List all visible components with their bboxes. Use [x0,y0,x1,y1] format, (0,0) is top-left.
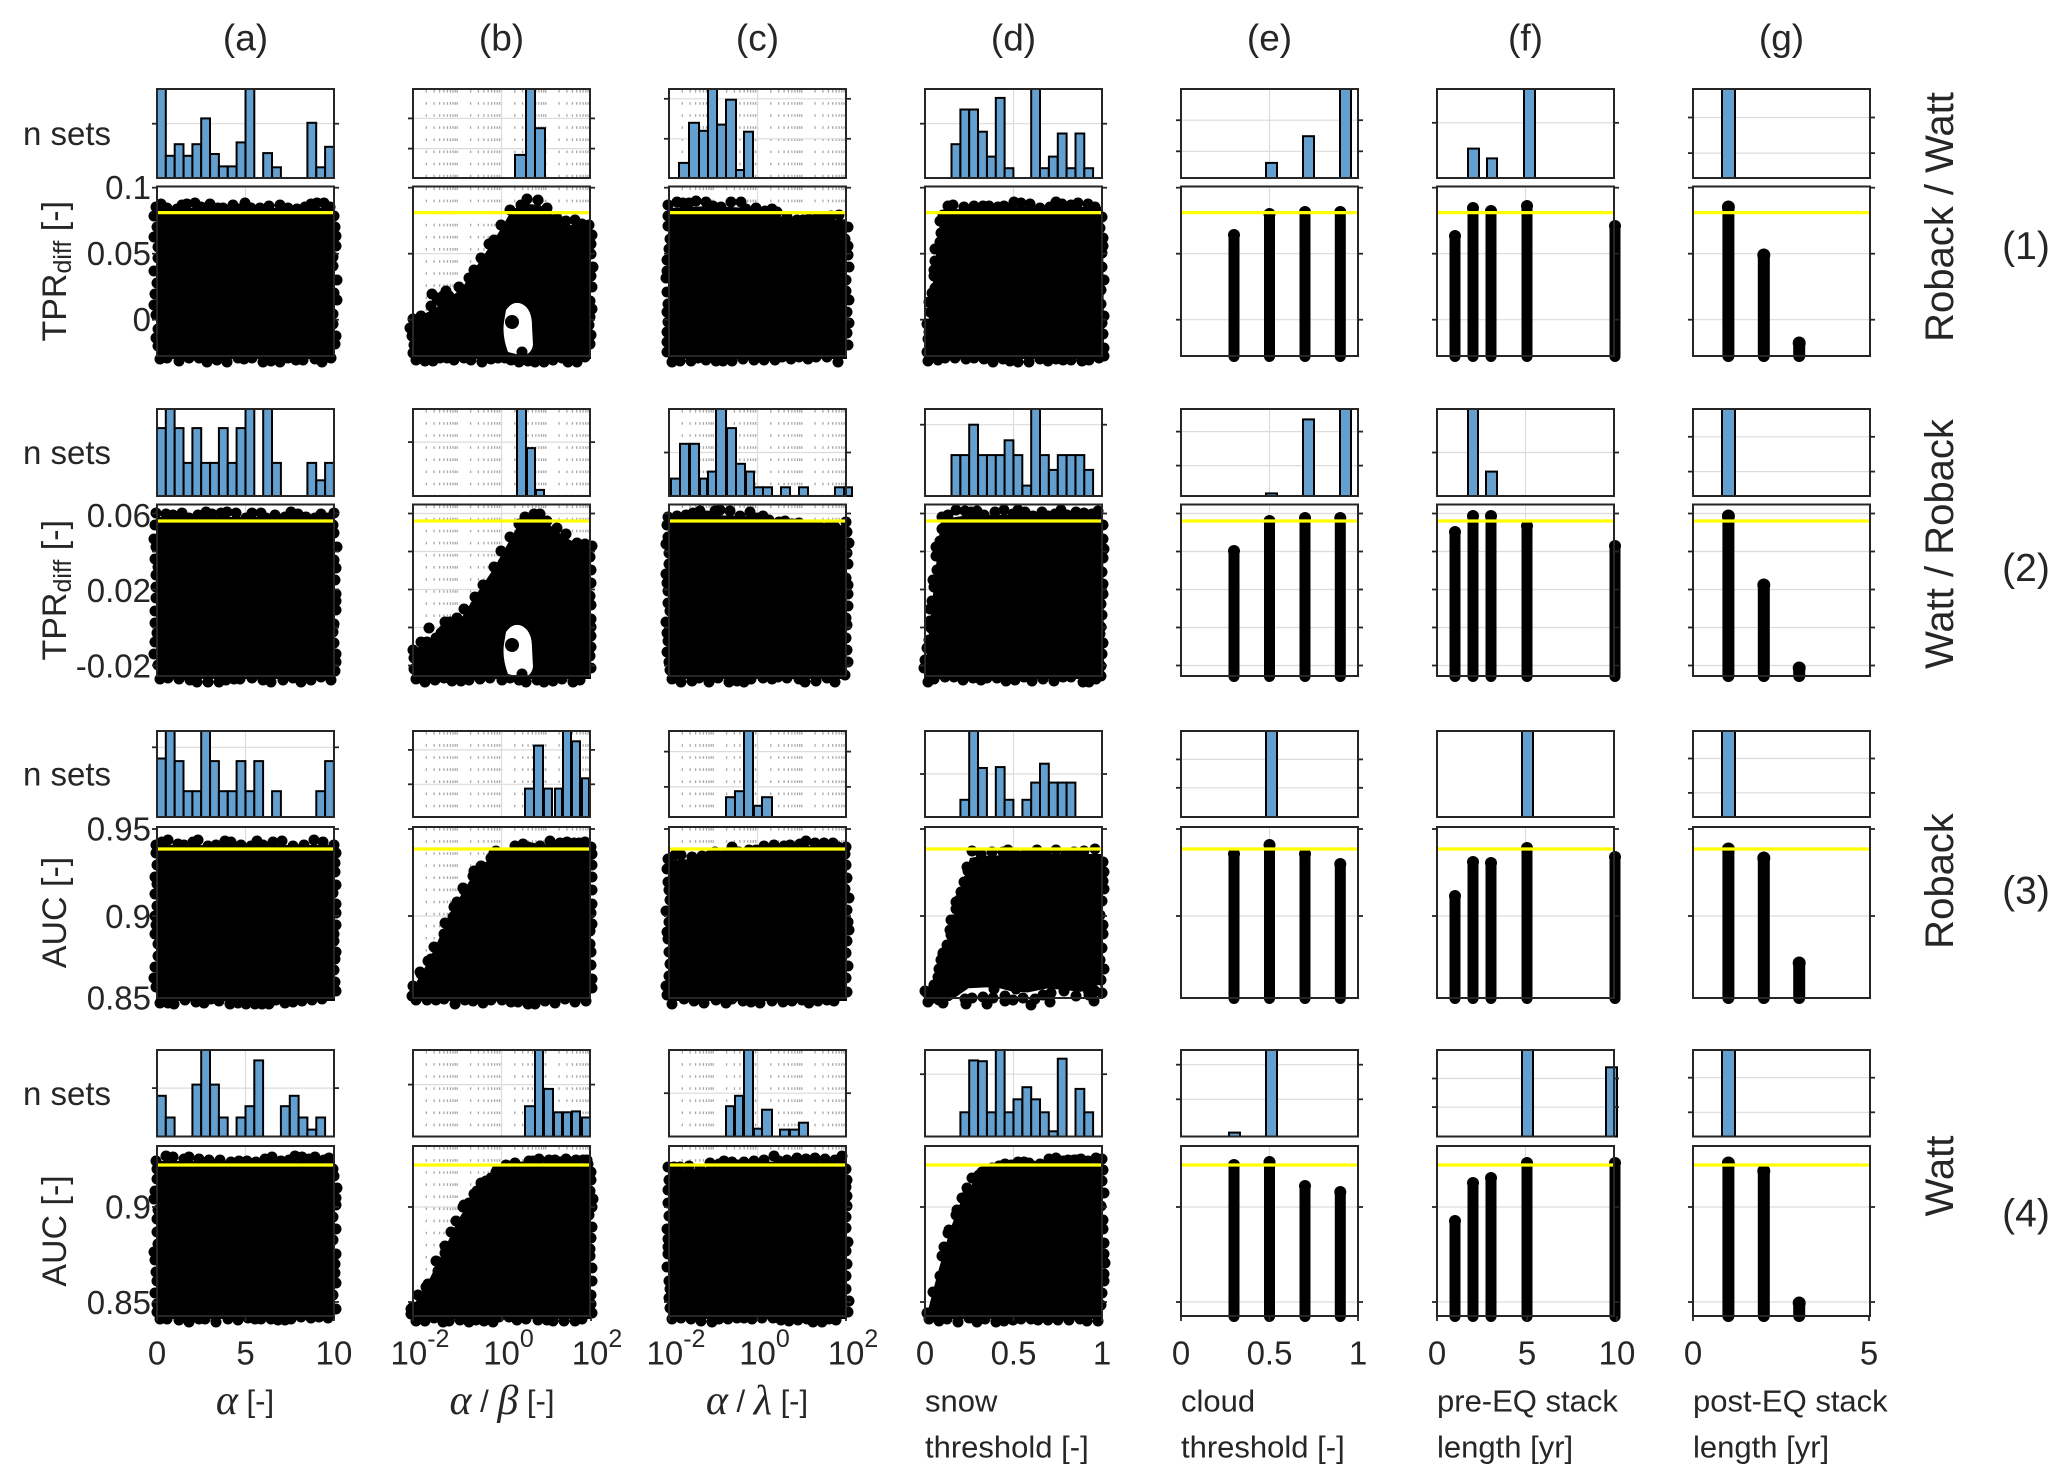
svg-text:(2): (2) [2002,547,2050,590]
svg-text:(3): (3) [2002,870,2050,913]
svg-text:1: 1 [1093,1335,1111,1372]
svg-text:0.95: 0.95 [87,810,151,847]
svg-text:5: 5 [1518,1335,1536,1372]
svg-text:5: 5 [1860,1335,1878,1372]
svg-text:-0.02: -0.02 [76,648,151,685]
svg-text:Watt: Watt [1918,1136,1962,1217]
svg-text:(e): (e) [1247,18,1292,59]
svg-text:pre-EQ stack: pre-EQ stack [1437,1384,1618,1419]
svg-text:(4): (4) [2002,1193,2050,1236]
svg-text:0: 0 [148,1335,166,1372]
svg-text:length [yr]: length [yr] [1693,1430,1829,1465]
svg-text:snow: snow [925,1384,998,1419]
svg-text:(1): (1) [2002,225,2050,268]
svg-text:n sets: n sets [23,434,111,471]
svg-text:0: 0 [1684,1335,1702,1372]
svg-text:(d): (d) [991,18,1036,59]
svg-text:1: 1 [1349,1335,1367,1372]
svg-text:post-EQ stack: post-EQ stack [1693,1384,1888,1419]
svg-text:AUC [-]: AUC [-] [36,1175,74,1286]
svg-text:Roback: Roback [1918,812,1962,949]
svg-text:threshold [-]: threshold [-] [1181,1430,1345,1465]
svg-text:(g): (g) [1759,18,1804,59]
svg-text:0.05: 0.05 [87,235,151,272]
svg-text:(c): (c) [736,18,779,59]
svg-text:(f): (f) [1508,18,1543,59]
svg-text:α / λ [-]: α / λ [-] [706,1378,808,1424]
svg-text:0.1: 0.1 [105,169,151,206]
svg-text:length [yr]: length [yr] [1437,1430,1573,1465]
svg-text:threshold [-]: threshold [-] [925,1430,1089,1465]
svg-text:0.5: 0.5 [1247,1335,1293,1372]
svg-text:n sets: n sets [23,756,111,793]
svg-text:0.9: 0.9 [105,898,151,935]
svg-text:0: 0 [1172,1335,1190,1372]
svg-text:0.02: 0.02 [87,572,151,609]
svg-text:AUC [-]: AUC [-] [36,857,74,968]
svg-text:0: 0 [1428,1335,1446,1372]
svg-text:n sets: n sets [23,1075,111,1112]
svg-text:10: 10 [316,1335,353,1372]
svg-text:0.85: 0.85 [87,1284,151,1321]
svg-text:0: 0 [133,301,151,338]
svg-text:(b): (b) [479,18,524,59]
svg-text:α [-]: α [-] [216,1378,274,1424]
svg-text:(a): (a) [223,18,268,59]
svg-text:α / β [-]: α / β [-] [450,1378,555,1424]
svg-text:cloud: cloud [1181,1384,1255,1419]
svg-text:Roback / Watt: Roback / Watt [1918,92,1962,342]
svg-text:0.5: 0.5 [991,1335,1037,1372]
svg-text:0.85: 0.85 [87,980,151,1017]
svg-text:0.9: 0.9 [105,1188,151,1225]
svg-text:Watt / Roback: Watt / Roback [1918,418,1962,669]
svg-text:n sets: n sets [23,115,111,152]
svg-text:0.06: 0.06 [87,497,151,534]
svg-text:5: 5 [236,1335,254,1372]
svg-text:10: 10 [1599,1335,1636,1372]
svg-text:0: 0 [916,1335,934,1372]
